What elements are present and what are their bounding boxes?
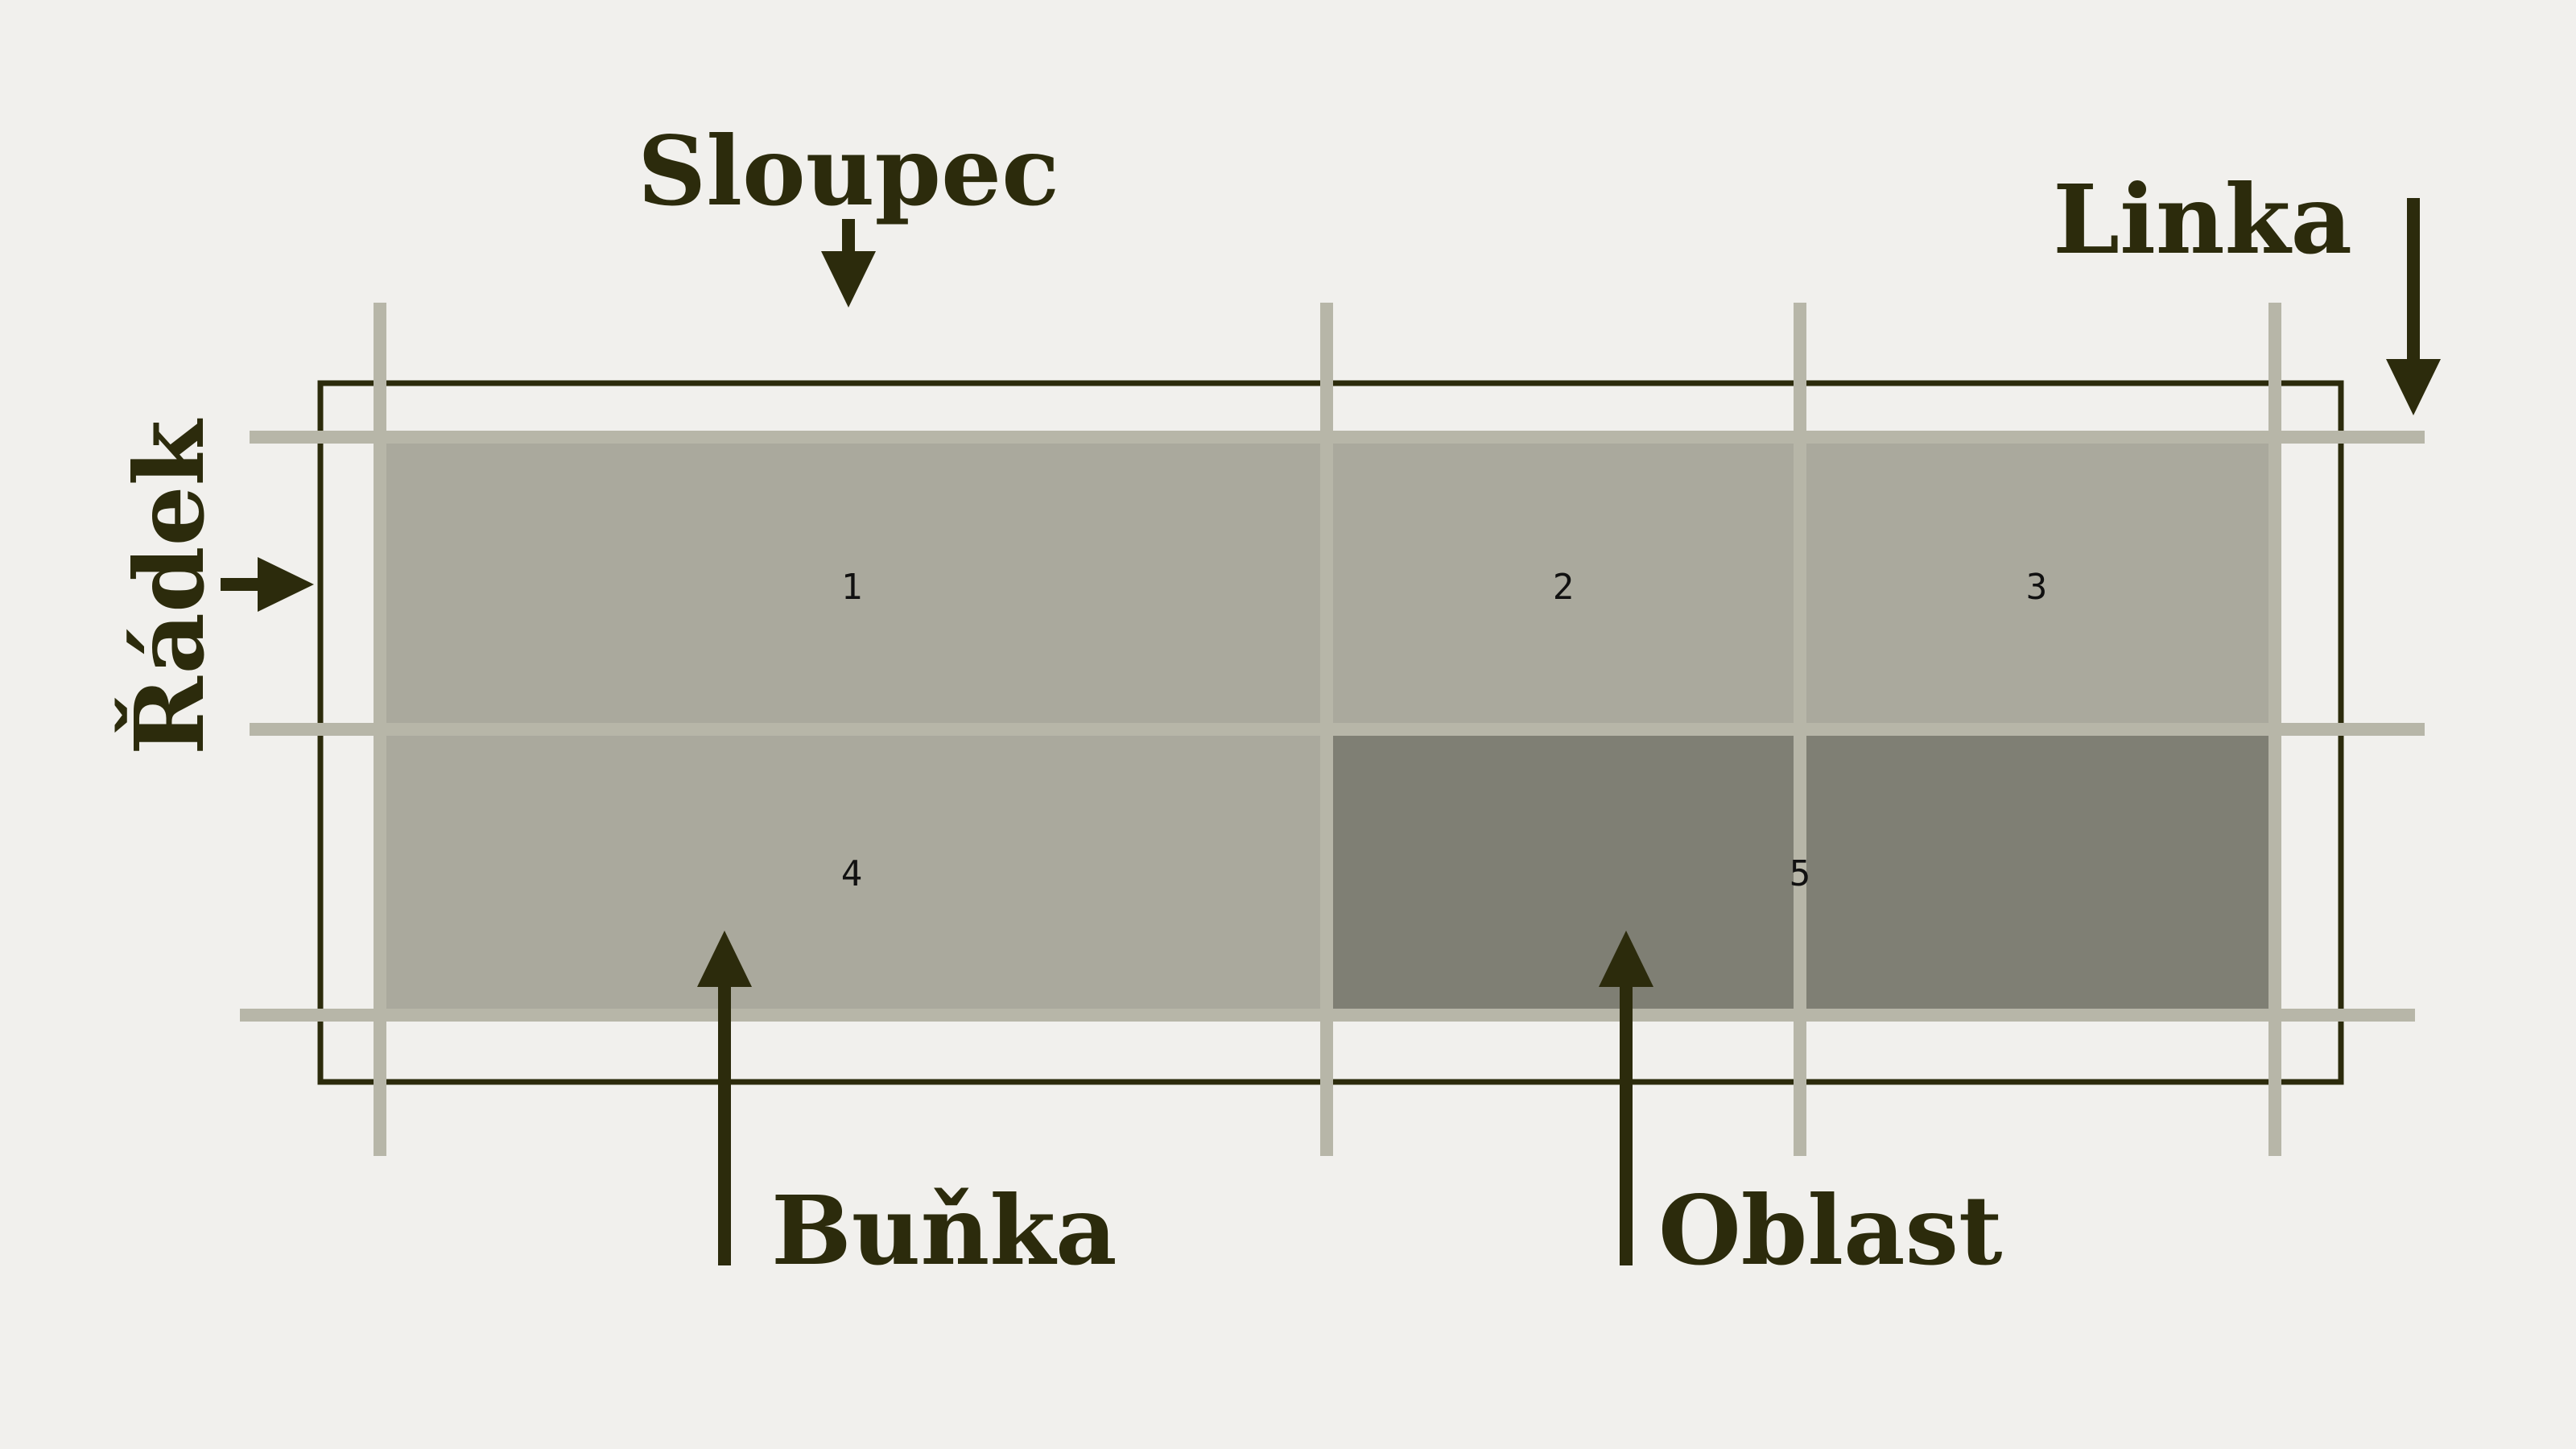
cell-number-4: 4 xyxy=(841,853,863,894)
arrow-down-icon xyxy=(821,219,876,308)
arrow-up-icon xyxy=(697,931,752,1265)
label-line: Linka xyxy=(2053,163,2352,275)
label-column: Sloupec xyxy=(638,115,1059,227)
arrow-right-icon xyxy=(221,557,314,612)
cell-number-5: 5 xyxy=(1790,853,1811,894)
label-row: Řádek xyxy=(114,418,225,755)
cell-number-3: 3 xyxy=(2026,567,2048,608)
grid-cell-2 xyxy=(1323,436,1803,729)
label-area: Oblast xyxy=(1658,1174,2003,1286)
label-cell: Buňka xyxy=(771,1174,1117,1286)
cell-number-1: 1 xyxy=(841,567,863,608)
arrow-down-icon xyxy=(2386,198,2441,415)
arrow-up-icon xyxy=(1599,931,1653,1265)
cell-number-2: 2 xyxy=(1553,567,1575,608)
